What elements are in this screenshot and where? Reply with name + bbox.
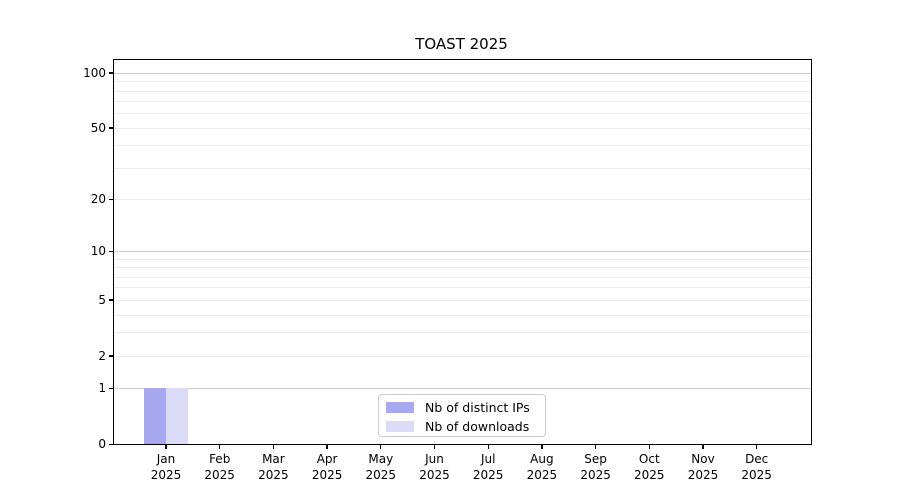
- y-tick-mark: [109, 127, 114, 129]
- legend-swatch-downloads: [386, 421, 414, 432]
- y-tick-label: 0: [98, 437, 106, 451]
- x-tick-label: Oct 2025: [634, 452, 665, 482]
- x-tick-label: Sep 2025: [580, 452, 611, 482]
- x-tick-label: Dec 2025: [741, 452, 772, 482]
- x-tick-mark: [541, 445, 543, 449]
- y-gridline-minor: [114, 101, 811, 103]
- legend-label-distinct-ips: Nb of distinct IPs: [425, 400, 530, 415]
- x-tick-mark: [648, 445, 650, 449]
- x-tick-label: Apr 2025: [311, 452, 343, 482]
- x-tick-label: Jan 2025: [150, 452, 182, 482]
- y-tick-label: 50: [90, 120, 106, 135]
- legend-row-downloads: Nb of downloads: [379, 417, 547, 437]
- x-tick-mark: [326, 445, 328, 449]
- y-gridline-major: [114, 72, 811, 74]
- x-tick-label: Jun 2025: [419, 452, 450, 482]
- legend-label-downloads: Nb of downloads: [425, 419, 530, 434]
- y-tick-label: 100: [83, 65, 106, 80]
- x-tick-mark: [219, 445, 221, 449]
- x-tick-mark: [272, 445, 275, 449]
- y-gridline-major: [114, 251, 811, 253]
- x-tick-mark: [594, 445, 597, 449]
- y-gridline-minor: [114, 145, 811, 147]
- y-gridline-minor: [114, 332, 811, 334]
- y-tick-mark: [109, 387, 114, 390]
- y-gridline-minor: [114, 276, 811, 278]
- x-tick-label: Aug 2025: [526, 452, 558, 482]
- y-tick-label: 1: [98, 381, 106, 396]
- legend-swatch-distinct-ips: [386, 402, 414, 413]
- y-tick-mark: [109, 198, 114, 200]
- x-tick-mark: [380, 445, 382, 449]
- y-tick-mark: [109, 250, 114, 253]
- y-tick-mark: [109, 355, 114, 357]
- y-gridline-minor: [114, 81, 811, 83]
- y-gridline-minor: [114, 199, 811, 201]
- y-gridline-minor: [114, 287, 811, 289]
- x-tick-mark: [165, 445, 167, 449]
- y-tick-label: 5: [98, 292, 106, 307]
- x-tick-label: Mar 2025: [258, 452, 289, 482]
- x-tick-mark: [433, 445, 436, 449]
- y-gridline-minor: [114, 127, 811, 129]
- x-tick-mark: [756, 445, 758, 449]
- y-gridline-minor: [114, 113, 811, 115]
- plot-area: 0 1 2 5 10 20 50 100 Jan 2025 Feb 2025 Mar 2025 Apr…: [83, 59, 812, 482]
- bar-downloads: [166, 388, 188, 444]
- y-gridline-minor: [114, 299, 811, 301]
- y-gridline-minor: [114, 90, 811, 92]
- x-tick-mark: [487, 445, 489, 449]
- x-tick-label: Jul 2025: [472, 452, 504, 482]
- x-tick-mark: [702, 445, 704, 449]
- x-tick-label: Nov 2025: [687, 452, 719, 482]
- legend-row-distinct-ips: Nb of distinct IPs: [379, 398, 547, 418]
- y-gridline-major: [114, 388, 811, 390]
- y-gridline-minor: [114, 355, 811, 357]
- y-tick-label: 20: [90, 192, 106, 207]
- y-tick-label: 2: [98, 348, 106, 363]
- y-tick-mark: [109, 443, 114, 445]
- legend: Nb of distinct IPs Nb of downloads: [378, 394, 546, 437]
- y-gridline-minor: [114, 258, 811, 260]
- y-tick-mark: [109, 299, 114, 301]
- x-tick-label: Feb 2025: [204, 452, 235, 482]
- chart-title: TOAST 2025: [415, 35, 508, 53]
- y-gridline-minor: [114, 167, 811, 169]
- x-tick-label: May 2025: [365, 452, 397, 482]
- y-tick-label: 10: [90, 244, 106, 259]
- y-gridline-minor: [114, 314, 811, 316]
- y-tick-mark: [109, 72, 114, 74]
- y-gridline-minor: [114, 267, 811, 269]
- bar-distinct-ips: [144, 388, 166, 444]
